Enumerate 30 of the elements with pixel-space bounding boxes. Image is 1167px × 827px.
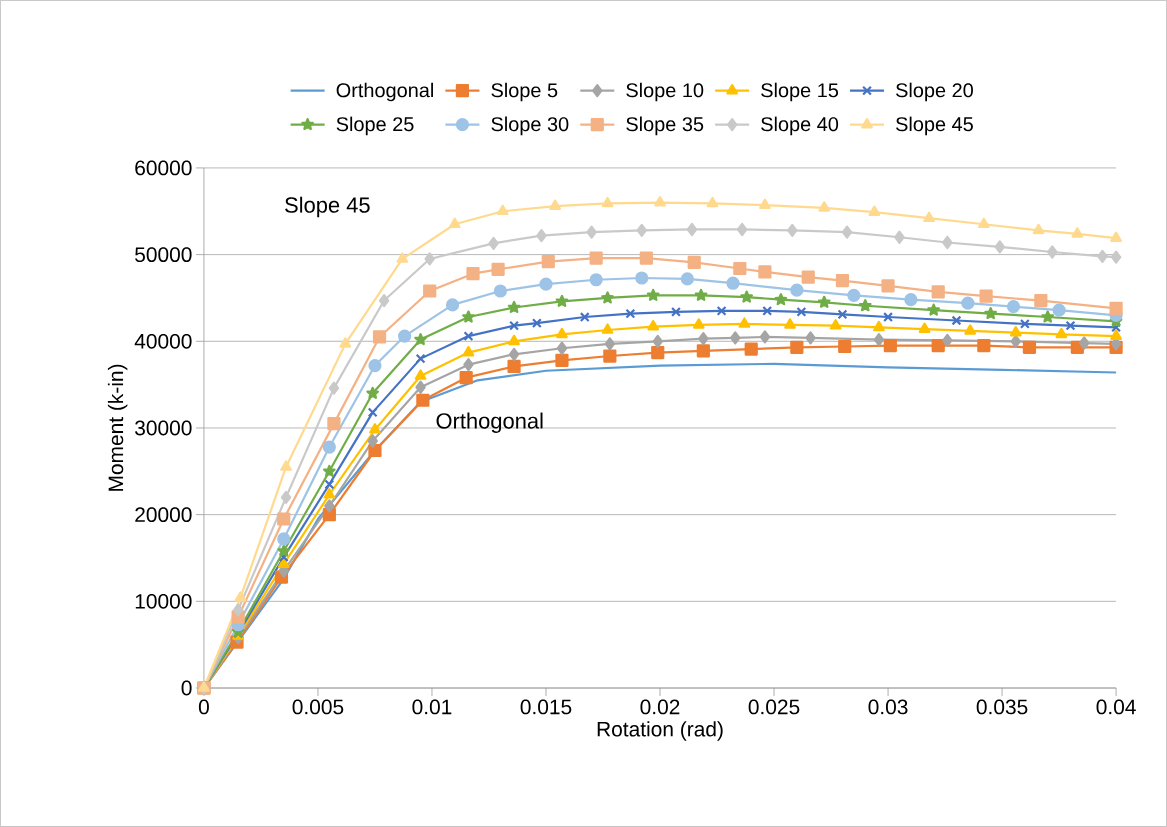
y-tick-label: 30000	[135, 420, 192, 436]
annotation: Slope 45	[285, 196, 370, 218]
y-tick-label: 0	[181, 680, 192, 696]
legend-label: Slope 15	[761, 82, 839, 102]
x-tick-label: 0.015	[520, 699, 572, 715]
x-tick-label: 0.04	[1096, 699, 1136, 715]
legend-label: Slope 40	[761, 116, 839, 136]
y-tick-label: 60000	[135, 160, 192, 176]
legend-label: Slope 25	[336, 116, 414, 136]
legend-label: Slope 10	[626, 82, 704, 102]
x-tick-label: 0.02	[640, 699, 680, 715]
x-axis-title: Rotation (rad)	[597, 721, 723, 741]
x-tick-label: 0	[198, 699, 209, 715]
legend-label: Orthogonal	[336, 82, 433, 102]
annotation: Orthogonal	[436, 412, 543, 434]
legend-label: Slope 45	[896, 116, 973, 136]
x-tick-label: 0.025	[748, 699, 800, 715]
legend-label: Slope 35	[626, 116, 704, 136]
y-tick-label: 40000	[134, 333, 192, 349]
y-axis-title: Moment (k-in)	[107, 364, 128, 491]
y-tick-label: 10000	[135, 593, 192, 609]
x-tick-label: 0.005	[292, 699, 344, 715]
y-tick-label: 50000	[135, 247, 192, 263]
y-tick-label: 20000	[135, 507, 192, 523]
x-tick-label: 0.03	[868, 699, 908, 715]
x-tick-label: 0.01	[412, 699, 452, 715]
x-tick-label: 0.035	[976, 699, 1028, 715]
legend-label: Slope 20	[896, 82, 973, 102]
legend-label: Slope 30	[491, 116, 569, 136]
legend-label: Slope 5	[491, 82, 558, 102]
